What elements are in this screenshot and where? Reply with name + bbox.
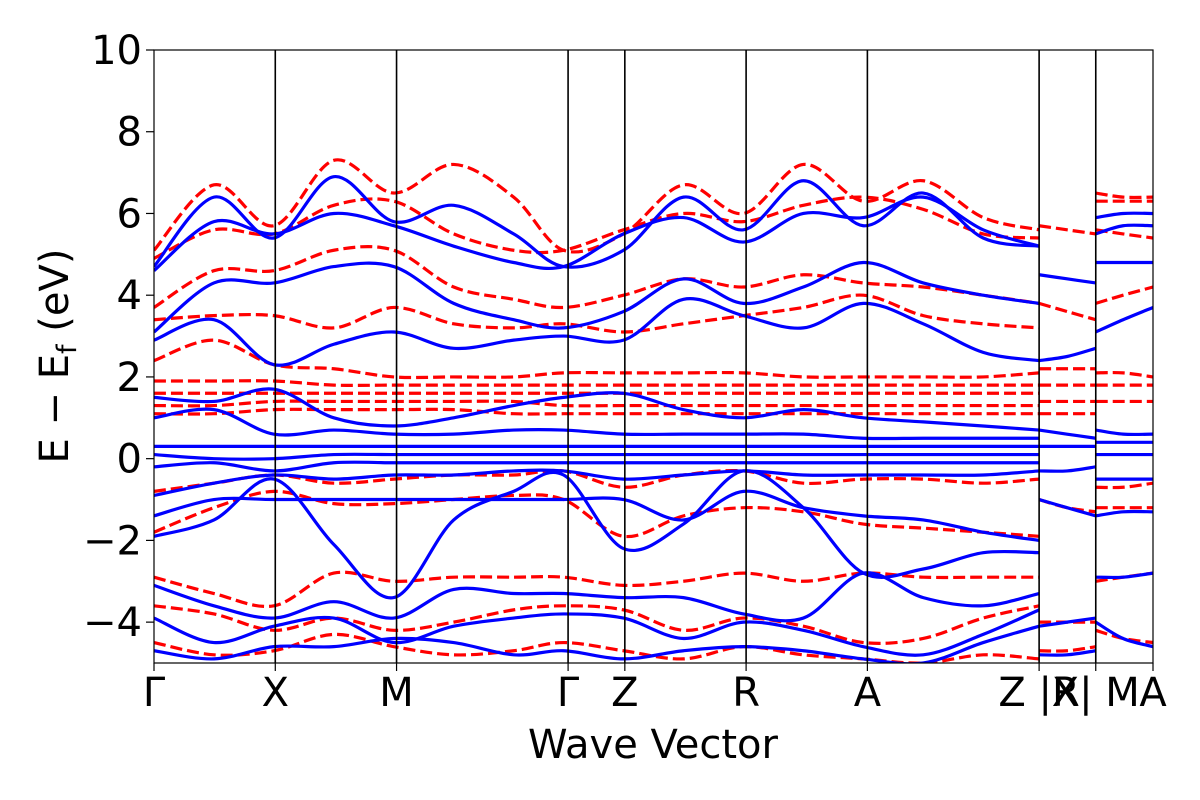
y-tick-label: −2	[83, 518, 142, 564]
x-tick-label: X	[262, 670, 289, 716]
y-axis-label-prefix: E − E	[32, 354, 78, 464]
band-line-red-14	[1038, 224, 1096, 236]
band-line-red-11	[154, 570, 1040, 609]
x-tick-label: Z |R	[998, 670, 1079, 716]
band-line-red-26	[1095, 285, 1153, 305]
band-line-blue-33	[1094, 620, 1153, 649]
x-tick-label: Z	[611, 670, 638, 716]
y-tick-label: 2	[117, 355, 142, 401]
x-tick-label: R	[732, 670, 760, 716]
band-line-blue-16	[1038, 346, 1097, 363]
y-tick-label: 4	[117, 273, 142, 319]
band-line-blue-10	[154, 489, 1040, 542]
band-line-blue-17	[1038, 428, 1096, 440]
band-line-red-10	[154, 489, 1040, 539]
band-line-blue-5	[154, 407, 1040, 441]
band-line-red-5	[154, 379, 1040, 388]
band-line-red-30	[1095, 481, 1153, 490]
band-line-red-7	[154, 399, 1040, 408]
band-line-blue-32	[1095, 571, 1153, 580]
x-axis-label: Wave Vector	[528, 722, 779, 768]
band-line-blue-20	[1038, 497, 1097, 518]
band-line-red-1	[154, 195, 1040, 260]
band-line-red-12	[154, 604, 1040, 645]
x-tick-label: Γ	[143, 670, 166, 716]
y-axis-label-subscript: f	[52, 343, 83, 354]
y-tick-label: 8	[117, 110, 142, 156]
band-line-blue-21	[1038, 616, 1096, 628]
band-line-blue-13	[154, 608, 1040, 657]
y-tick-label: 10	[91, 28, 142, 74]
x-tick-label: A	[1139, 670, 1167, 716]
band-line-red-8	[154, 407, 1040, 416]
y-tick-label: −4	[83, 600, 142, 646]
bands-layer	[154, 158, 1153, 663]
band-line-blue-8	[154, 460, 1040, 473]
x-tick-label: M	[379, 670, 414, 716]
band-line-blue-15	[1038, 273, 1096, 285]
y-axis-label-suffix: (eV)	[32, 249, 78, 345]
band-line-blue-24	[1095, 223, 1153, 236]
band-line-blue-23	[1095, 211, 1153, 220]
y-axis-label: E − Ef (eV)	[32, 249, 83, 464]
band-line-red-27	[1095, 370, 1153, 379]
band-line-blue-19	[1039, 465, 1096, 473]
band-line-blue-7	[154, 452, 1040, 461]
band-line-blue-4	[154, 387, 1040, 432]
x-tick-label: Γ	[557, 670, 580, 716]
y-tick-label: 0	[117, 437, 142, 483]
band-line-blue-0	[154, 175, 1040, 269]
y-tick-label: 6	[117, 191, 142, 237]
band-line-red-4	[154, 338, 1040, 380]
x-tick-label: X| M	[1052, 670, 1140, 716]
x-tick-label: A	[854, 670, 882, 716]
band-line-blue-11	[154, 469, 1040, 600]
band-line-red-3	[154, 293, 1040, 334]
band-line-blue-12	[154, 571, 1040, 623]
band-line-blue-14	[154, 624, 1040, 663]
band-line-blue-26	[1095, 305, 1153, 334]
band-line-red-23	[1095, 191, 1153, 200]
band-line-red-22	[1039, 645, 1096, 653]
y-axis-ticks: −4 −2 0 2 4 6 8 10	[83, 28, 154, 646]
band-line-blue-1	[154, 195, 1040, 272]
band-line-blue-22	[1039, 649, 1096, 657]
band-line-red-9	[154, 468, 1040, 493]
band-line-blue-31	[1095, 509, 1153, 518]
plot-frame	[153, 49, 1154, 664]
band-line-red-15	[1038, 301, 1097, 322]
band-line-blue-2	[154, 260, 1040, 334]
high-symmetry-lines	[274, 50, 1097, 663]
band-line-blue-27	[1095, 428, 1153, 437]
plot-background	[154, 50, 1153, 663]
band-line-blue-3	[154, 297, 1040, 367]
band-line-red-2	[154, 245, 1040, 310]
band-line-blue-9	[154, 468, 1040, 498]
